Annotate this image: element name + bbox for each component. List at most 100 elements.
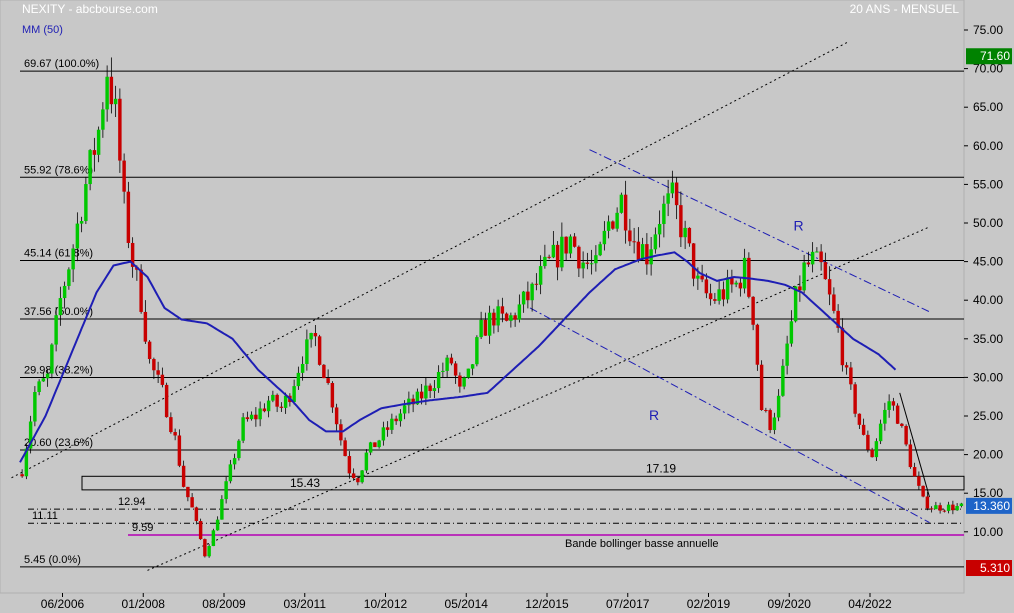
candle-body: [424, 385, 428, 399]
candle-body: [466, 368, 471, 378]
candle-body: [254, 414, 258, 420]
candle-body: [313, 333, 318, 337]
candle-body: [326, 378, 330, 384]
candle-body: [266, 400, 271, 412]
moving-average: [19, 251, 897, 463]
candle-body: [713, 299, 717, 301]
candle-body: [504, 313, 509, 321]
candle-body: [67, 269, 71, 286]
x-tick-label: 02/2019: [687, 597, 731, 611]
candle-body: [24, 448, 29, 477]
candle-body: [462, 377, 466, 387]
y-tick-label: 65.00: [973, 100, 1003, 114]
x-tick-label: 03/2011: [284, 597, 327, 611]
candle-body: [79, 221, 84, 224]
candle-body: [708, 293, 713, 300]
candle-body: [415, 391, 420, 405]
price-tag-label: 71.60: [980, 49, 1010, 63]
candle-body: [844, 365, 849, 368]
candle-body: [632, 241, 636, 243]
candle-body: [904, 425, 908, 445]
candle-body: [164, 384, 169, 418]
horizontal-levels: 69.67 (100.0%) 55.92 (78.6%) 45.14 (61.8%)…: [20, 58, 965, 568]
x-tick-label: 09/2020: [768, 597, 812, 611]
candle-body: [419, 391, 424, 399]
candle-body: [704, 279, 709, 294]
trend-line: [11, 41, 849, 479]
candle-body: [912, 467, 917, 477]
candle-body: [458, 375, 462, 387]
candle-body: [594, 255, 598, 264]
candle-body: [50, 344, 54, 374]
x-tick-label: 10/2012: [364, 597, 408, 611]
candle-body: [322, 364, 326, 379]
candle-body: [160, 374, 165, 385]
candle-body: [538, 266, 543, 285]
candle-body: [951, 504, 955, 511]
candle-body: [738, 282, 743, 289]
y-tick-label: 25.00: [973, 409, 1003, 423]
candle-body: [857, 413, 862, 425]
x-axis: 06/2006 01/2008 08/2009 03/2011 10/2012 05/20…: [41, 593, 892, 611]
y-tick-label: 10.00: [973, 525, 1003, 539]
candle-body: [173, 432, 177, 436]
candle-body: [402, 405, 407, 414]
candle-body: [751, 296, 755, 325]
candle-body: [874, 441, 879, 458]
trend-lines: [11, 41, 930, 571]
candle-body: [602, 230, 607, 245]
candle-body: [479, 319, 483, 338]
candle-body: [653, 234, 658, 250]
candle-body: [755, 324, 760, 365]
bollinger-value-label: 9.59: [132, 522, 153, 534]
candle-body: [500, 306, 505, 314]
candle-body: [390, 418, 394, 430]
candle-body: [330, 383, 335, 408]
candle-body: [156, 370, 160, 375]
candle-body: [54, 315, 58, 345]
x-tick-label: 04/2022: [848, 597, 892, 611]
candle-body: [220, 499, 224, 520]
candle-body: [619, 194, 624, 213]
candle-body: [615, 212, 619, 229]
y-tick-label: 45.00: [973, 255, 1003, 269]
candle-body: [428, 385, 432, 392]
candle-body: [75, 223, 80, 249]
candle-body: [28, 421, 33, 449]
candle-body: [364, 452, 369, 471]
candle-body: [849, 367, 853, 385]
candle-body: [747, 257, 751, 297]
candle-body: [921, 485, 925, 497]
candle-body: [487, 312, 492, 336]
candle-body: [377, 440, 381, 448]
price-tag-box: [966, 497, 1012, 514]
trend-line: [899, 392, 930, 498]
candle-body: [169, 417, 173, 433]
candle-body: [232, 458, 237, 465]
candle-body: [564, 236, 568, 254]
candle-body: [530, 283, 534, 301]
candle-body: [101, 109, 105, 130]
candle-body: [411, 398, 415, 405]
candle-body: [547, 256, 551, 258]
candle-body: [385, 427, 390, 430]
price-tag-box: [966, 560, 1012, 577]
candle-body: [725, 277, 730, 300]
y-axis: 10.00 15.00 20.00 25.00 30.00 35.00 40.00 45.00…: [964, 23, 1012, 577]
fib-level-label: 29.98 (38.2%): [24, 365, 93, 377]
resistance-annotation: R: [794, 218, 804, 234]
candle-body: [666, 193, 670, 204]
candle-body: [891, 401, 896, 406]
candle-body: [207, 546, 211, 557]
candle-body: [126, 191, 131, 243]
candle-body: [598, 244, 602, 256]
candle-body: [870, 449, 874, 458]
candle-body: [560, 236, 564, 268]
candle-body: [483, 319, 488, 336]
candle-body: [45, 373, 50, 379]
fib-level-label: 45.14 (61.8%): [24, 248, 93, 260]
candle-body: [785, 343, 789, 366]
candle-body: [88, 150, 92, 185]
candle-body: [929, 508, 934, 510]
x-tick-label: 01/2008: [122, 597, 166, 611]
